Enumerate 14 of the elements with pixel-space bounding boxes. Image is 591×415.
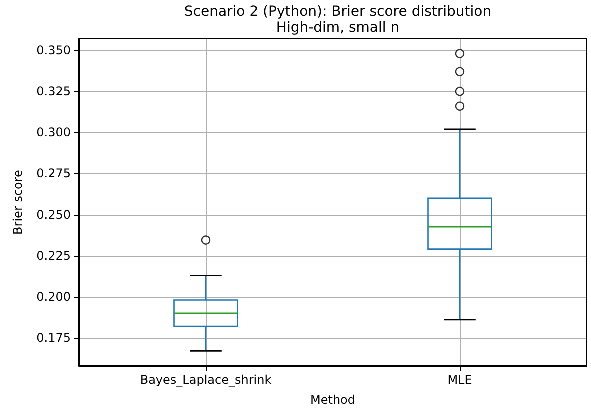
y-axis-title: Brier score: [11, 170, 25, 235]
x-tick-label: MLE: [448, 373, 472, 387]
x-axis-title: Method: [310, 393, 356, 407]
y-tick-label: 0.275: [36, 166, 71, 181]
chart-subtitle: High-dim, small n: [276, 20, 400, 36]
y-tick-label: 0.300: [36, 126, 71, 140]
y-tick-label: 0.250: [36, 208, 71, 222]
x-tick-label: Bayes_Laplace_shrink: [140, 373, 272, 387]
y-tick-label: 0.175: [36, 331, 71, 346]
y-tick-label: 0.225: [36, 248, 71, 263]
chart-title: Scenario 2 (Python): Brier score distribution: [184, 4, 492, 20]
y-tick-label: 0.350: [36, 44, 71, 58]
y-tick-label: 0.200: [36, 290, 71, 304]
y-tick-label: 0.325: [36, 84, 71, 99]
